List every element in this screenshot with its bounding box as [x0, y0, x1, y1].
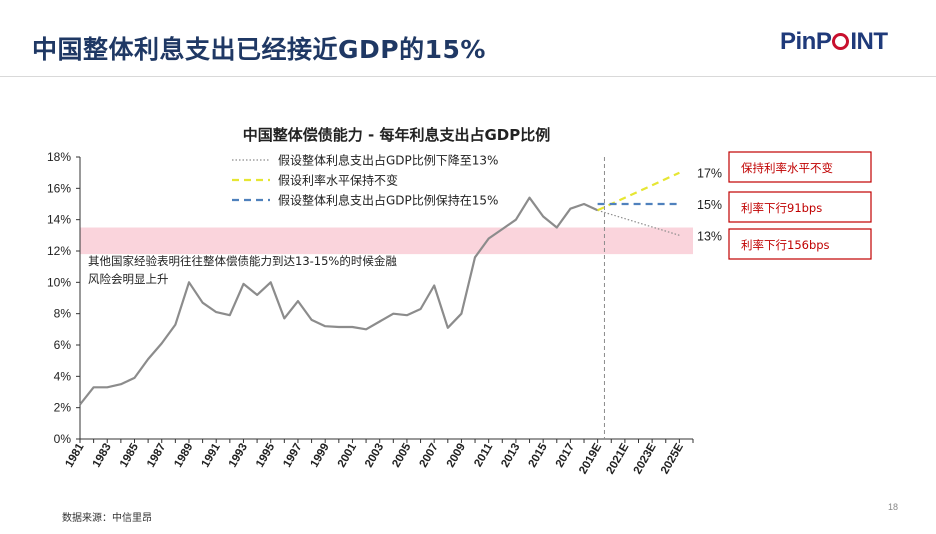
page-title: 中国整体利息支出已经接近GDP的15% — [32, 35, 486, 64]
x-tick-label: 2017 — [554, 442, 577, 470]
y-tick-label: 16% — [47, 181, 71, 195]
y-tick-label: 0% — [54, 432, 72, 446]
page-number: 18 — [888, 502, 899, 512]
x-tick-label: 2005 — [390, 441, 413, 470]
x-tick-label: 2015 — [527, 441, 550, 470]
y-tick-label: 14% — [47, 213, 71, 227]
end-value-label: 17% — [697, 167, 722, 181]
x-tick-label: 2025E — [659, 441, 686, 476]
end-value-label: 15% — [697, 198, 722, 212]
x-tick-label: 2003 — [363, 442, 386, 470]
x-tick-label: 1989 — [172, 442, 195, 470]
annotation-text: 利率下行91bps — [741, 201, 822, 215]
annotation-text: 保持利率水平不变 — [741, 161, 833, 175]
x-tick-label: 1993 — [227, 442, 250, 470]
x-tick-label: 2019E — [577, 441, 604, 476]
title-divider — [0, 76, 936, 77]
band-note-line1: 其他国家经验表明往往整体偿债能力到达13-15%的时候金融 — [88, 254, 397, 268]
x-tick-label: 2001 — [336, 441, 359, 470]
projection-series-line-1 — [597, 209, 680, 236]
annotation-box — [728, 191, 872, 223]
annotation-box — [728, 228, 872, 260]
logo-ring-icon — [832, 33, 850, 50]
data-source: 数据来源：中信里昂 — [62, 513, 152, 524]
history-series-line — [79, 196, 599, 406]
chart-title: 中国整体偿债能力 - 每年利息支出占GDP比例 — [243, 126, 550, 144]
x-tick-label: 1999 — [309, 442, 332, 470]
legend-label: 假设利率水平保持不变 — [278, 173, 398, 188]
end-value-label: 13% — [697, 229, 722, 243]
legend-label: 假设整体利息支出占GDP比例下降至13% — [278, 153, 498, 168]
y-tick-label: 18% — [47, 150, 71, 164]
x-tick-label: 1995 — [254, 441, 277, 470]
x-tick-label: 2023E — [632, 441, 659, 476]
y-tick-label: 2% — [54, 401, 72, 415]
annotation-box — [728, 151, 872, 183]
risk-band — [80, 227, 693, 255]
y-tick-label: 6% — [54, 338, 72, 352]
y-tick-label: 8% — [54, 307, 72, 321]
x-tick-label: 1997 — [281, 442, 304, 470]
annotation-text: 利率下行156bps — [741, 238, 830, 252]
x-tick-label: 2013 — [499, 442, 522, 470]
x-tick-label: 2009 — [445, 442, 468, 470]
x-tick-label: 2021E — [604, 441, 631, 476]
legend-label: 假设整体利息支出占GDP比例保持在15% — [278, 193, 498, 208]
band-note-line2: 风险会明显上升 — [88, 272, 169, 286]
x-tick-label: 1983 — [91, 442, 114, 470]
y-tick-label: 4% — [54, 369, 72, 383]
x-tick-label: 1985 — [118, 441, 141, 470]
x-tick-label: 2007 — [418, 442, 441, 470]
x-tick-label: 1991 — [200, 441, 223, 470]
x-tick-label: 2011 — [472, 441, 495, 469]
y-tick-label: 10% — [47, 275, 71, 289]
y-tick-label: 12% — [47, 244, 71, 258]
pinpoint-logo: PinP INT — [780, 28, 888, 55]
x-tick-label: 1987 — [145, 442, 168, 470]
